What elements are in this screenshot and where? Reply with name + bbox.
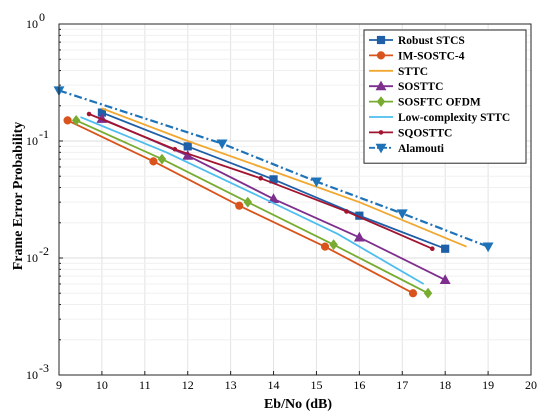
axes [58, 23, 532, 376]
x-tick-label: 11 [139, 378, 151, 392]
series-6 [80, 116, 425, 285]
data-point [329, 239, 338, 251]
x-tick-label: 14 [268, 378, 280, 392]
y-tick-exponent: -1 [39, 127, 49, 141]
data-point [71, 114, 81, 126]
data-point [320, 242, 330, 251]
series-line [80, 116, 425, 285]
legend-item: SOSTTC [369, 80, 443, 93]
legend-label: SOSTTC [398, 81, 443, 93]
data-point [344, 209, 349, 214]
legend-item: STTC [369, 66, 428, 78]
legend-swatch-marker [376, 96, 386, 108]
series-2 [63, 116, 418, 298]
legend-label: STTC [398, 66, 428, 78]
data-point [353, 231, 365, 242]
x-axis-title: Eb/No (dB) [264, 397, 332, 412]
x-tick-label: 9 [56, 378, 62, 392]
y-tick-label: 10 [26, 251, 38, 265]
x-tick-label: 20 [525, 378, 537, 392]
y-axis-title: Frame Error Probability [11, 122, 26, 271]
data-point [311, 177, 322, 188]
legend-item: SQOSTTC [369, 127, 452, 139]
legend-label: SOSFTC OFDM [398, 97, 481, 109]
x-tick-label: 17 [396, 378, 408, 392]
data-point [172, 146, 178, 152]
series-8 [53, 86, 494, 253]
y-tick-exponent: -3 [39, 361, 49, 375]
data-point [183, 142, 192, 151]
data-point [149, 157, 158, 166]
legend-swatch-marker [376, 51, 386, 60]
legend-swatch-marker [376, 35, 386, 45]
x-tick-label: 13 [225, 378, 237, 392]
legend-item: SOSFTC OFDM [369, 96, 481, 109]
legend-label: Alamouti [398, 143, 445, 155]
x-tick-label: 16 [353, 378, 365, 392]
x-tick-label: 18 [439, 378, 451, 392]
data-point [408, 289, 418, 298]
legend-label: Low-complexity STTC [398, 112, 510, 124]
legend-item: Alamouti [369, 143, 445, 155]
legend-swatch-marker [378, 130, 384, 135]
y-tick-label: 10 [26, 134, 38, 148]
data-point [396, 209, 408, 220]
series-line [101, 107, 467, 248]
data-point [482, 242, 494, 253]
legend-item: Robust STCS [369, 35, 465, 47]
y-tick-label: 10 [26, 368, 38, 382]
series-3 [101, 107, 467, 248]
series-7 [86, 111, 435, 252]
series-layer [53, 86, 494, 299]
legend-label: IM-SOSTC-4 [398, 50, 465, 62]
data-point [157, 153, 167, 165]
legend-label: SQOSTTC [398, 127, 452, 139]
plot-frame [58, 23, 532, 376]
data-point [86, 111, 92, 117]
x-tick-label: 15 [310, 378, 322, 392]
data-point [235, 201, 244, 210]
data-point [258, 175, 263, 181]
x-tick-label: 10 [96, 378, 108, 392]
legend-box [363, 29, 527, 164]
data-point [441, 244, 450, 253]
data-point [430, 246, 435, 252]
data-point [243, 196, 253, 208]
data-point [216, 139, 228, 150]
y-tick-exponent: -2 [39, 244, 49, 258]
data-point [63, 116, 72, 125]
y-tick-exponent: 0 [39, 10, 45, 24]
legend-swatch-marker [375, 80, 387, 91]
x-tick-label: 19 [482, 378, 494, 392]
legend-item: Low-complexity STTC [369, 112, 510, 124]
legend: Robust STCS IM-SOSTC-4 STTC SOSTTC SOSFTC OF… [363, 29, 527, 164]
data-point [439, 274, 451, 284]
legend-label: Robust STCS [398, 35, 465, 47]
series-5 [71, 114, 433, 299]
legend-item: IM-SOSTC-4 [369, 50, 465, 62]
legend-swatch-marker [375, 143, 387, 154]
data-point [423, 287, 433, 299]
y-tick-label: 10 [26, 17, 38, 31]
x-tick-label: 12 [182, 378, 194, 392]
